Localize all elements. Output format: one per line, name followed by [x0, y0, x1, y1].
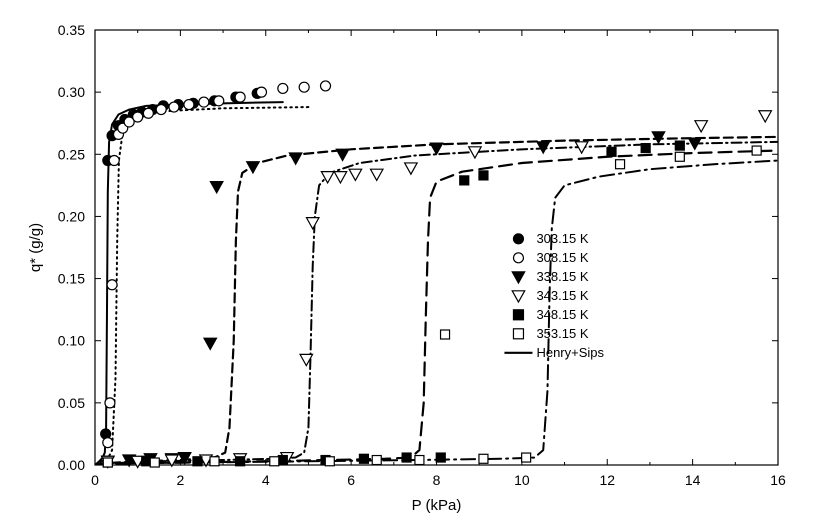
svg-text:16: 16	[770, 472, 786, 488]
svg-text:0.30: 0.30	[58, 84, 85, 100]
legend-label: 303.15 K	[536, 231, 588, 246]
svg-text:10: 10	[514, 472, 530, 488]
svg-text:8: 8	[433, 472, 441, 488]
svg-text:14: 14	[685, 472, 701, 488]
svg-text:12: 12	[599, 472, 615, 488]
legend-label: 343.15 K	[536, 288, 588, 303]
svg-text:2: 2	[176, 472, 184, 488]
x-axis-label: P (kPa)	[412, 497, 462, 514]
legend-label: 308.15 K	[536, 250, 588, 265]
svg-text:0.15: 0.15	[58, 271, 85, 287]
svg-text:0: 0	[91, 472, 99, 488]
svg-text:6: 6	[347, 472, 355, 488]
svg-text:0.10: 0.10	[58, 333, 85, 349]
legend-label: 338.15 K	[536, 269, 588, 284]
isotherm-chart: 0 2 4 6 8 10 12 14 16 0.00 0.05 0.10 0.15 0.20 0.25 0.3…	[0, 0, 813, 530]
svg-text:0.00: 0.00	[58, 457, 85, 473]
svg-text:0.20: 0.20	[58, 208, 85, 224]
legend-label: 348.15 K	[536, 307, 588, 322]
legend-label: 353.15 K	[536, 326, 588, 341]
svg-text:0.05: 0.05	[58, 395, 85, 411]
svg-text:0.35: 0.35	[58, 22, 85, 38]
chart-svg: 0 2 4 6 8 10 12 14 16 0.00 0.05 0.10 0.15 0.20 0.25 0.3…	[0, 0, 813, 530]
svg-text:0.25: 0.25	[58, 146, 85, 162]
svg-text:4: 4	[262, 472, 270, 488]
y-axis-label: q* (g/g)	[27, 223, 44, 272]
legend-label: Henry+Sips	[536, 345, 604, 360]
